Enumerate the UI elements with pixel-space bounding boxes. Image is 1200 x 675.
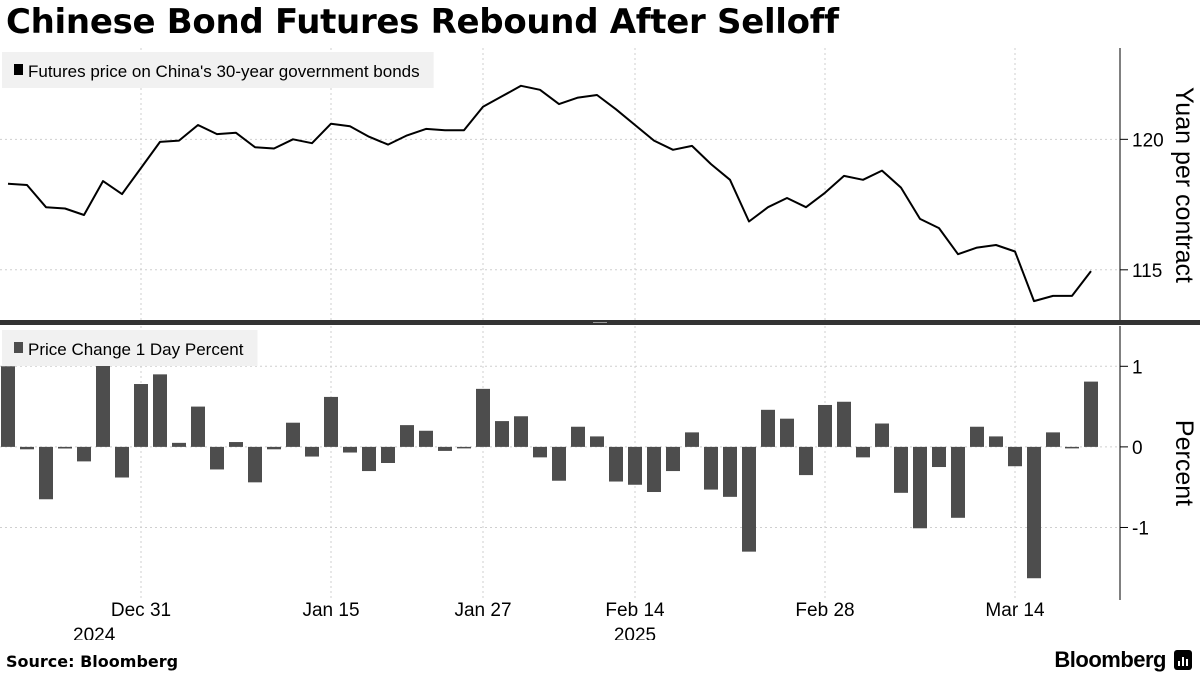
change-bar (590, 436, 604, 447)
x-tick-label: Jan 27 (454, 600, 511, 621)
change-bar (1008, 446, 1022, 467)
x-year-label: 2025 (614, 625, 656, 640)
change-bar (58, 446, 72, 449)
change-bar (704, 446, 718, 490)
change-bar (628, 446, 642, 485)
legend: Price Change 1 Day Percent (2, 330, 258, 366)
x-tick-label: Feb 14 (605, 600, 665, 621)
change-bar (571, 426, 585, 447)
chart-title: Chinese Bond Futures Rebound After Sello… (6, 2, 839, 42)
change-bar (875, 423, 889, 447)
change-bar (20, 446, 34, 450)
change-bar (267, 446, 281, 450)
change-bar (723, 446, 737, 497)
change-bar (799, 446, 813, 476)
y-axis-title: Percent (1170, 420, 1198, 506)
change-bar (115, 446, 129, 478)
change-bar (77, 446, 91, 462)
y-tick-label: 0 (1132, 438, 1143, 459)
legend: Futures price on China's 30-year governm… (2, 52, 434, 88)
change-bar (400, 425, 414, 447)
change-bar (533, 446, 547, 458)
bloomberg-chart-icon (1174, 650, 1192, 670)
legend-label: Price Change 1 Day Percent (28, 340, 244, 359)
change-bar (1, 366, 15, 447)
legend-label: Futures price on China's 30-year governm… (28, 62, 420, 81)
marks-layer (1, 84, 1098, 579)
x-tick-label: Jan 15 (302, 600, 359, 621)
change-bar (932, 446, 946, 468)
chart-svg: 115 120 Yuan per contract -1 0 1 Percent Dec 31… (0, 48, 1200, 640)
y-tick-label: 1 (1132, 357, 1143, 378)
change-bar (229, 442, 243, 447)
axis-layer: 115 120 Yuan per contract -1 0 1 Percent Dec 31… (0, 48, 1200, 640)
change-bar (191, 406, 205, 447)
change-bar (495, 421, 509, 447)
legend-swatch (14, 342, 23, 353)
bloomberg-logo: Bloomberg (1054, 647, 1166, 672)
change-bar (153, 374, 167, 447)
change-bar (761, 409, 775, 447)
change-bar (837, 401, 851, 447)
change-bar (210, 446, 224, 470)
legend-background (2, 330, 258, 366)
change-bar (780, 418, 794, 447)
change-bar (343, 446, 357, 453)
change-bar (381, 446, 395, 463)
change-bar (742, 446, 756, 552)
x-tick-label: Feb 28 (795, 600, 854, 621)
price-line (7, 84, 1092, 303)
change-bar (1065, 446, 1079, 449)
change-bar (856, 446, 870, 458)
change-bar (913, 446, 927, 529)
change-bar (457, 446, 471, 449)
change-bar (324, 396, 338, 447)
change-bar (362, 446, 376, 472)
change-bar (970, 426, 984, 447)
y-axis-title: Yuan per contract (1170, 87, 1198, 283)
change-bar (1084, 381, 1098, 447)
change-bar (39, 446, 53, 500)
change-bar (172, 442, 186, 447)
change-bar (609, 446, 623, 482)
change-bar (647, 446, 661, 493)
change-bar (894, 446, 908, 493)
legend-swatch (14, 64, 23, 75)
change-bar (818, 404, 832, 447)
change-bar (1046, 432, 1060, 447)
change-bar (248, 446, 262, 483)
legend-background (2, 52, 434, 88)
change-bar (666, 446, 680, 472)
y-tick-label: -1 (1132, 518, 1149, 539)
change-bar (1027, 446, 1041, 579)
x-tick-label: Mar 14 (985, 600, 1045, 621)
change-bar (951, 446, 965, 518)
legend-layer: Futures price on China's 30-year governm… (2, 52, 434, 366)
change-bar (419, 430, 433, 447)
y-tick-label: 120 (1132, 130, 1164, 151)
change-bar (134, 384, 148, 447)
change-bar (96, 359, 110, 447)
change-bar (552, 446, 566, 481)
source-note: Source: Bloomberg (6, 652, 179, 671)
change-bar (305, 446, 319, 457)
change-bar (476, 388, 490, 447)
change-bar (286, 422, 300, 447)
change-bar (514, 416, 528, 447)
change-bar (685, 432, 699, 447)
y-tick-label: 115 (1132, 261, 1162, 282)
change-bar (438, 446, 452, 451)
x-tick-label: Dec 31 (111, 600, 171, 621)
x-year-label: 2024 (73, 625, 116, 640)
change-bar (989, 436, 1003, 447)
